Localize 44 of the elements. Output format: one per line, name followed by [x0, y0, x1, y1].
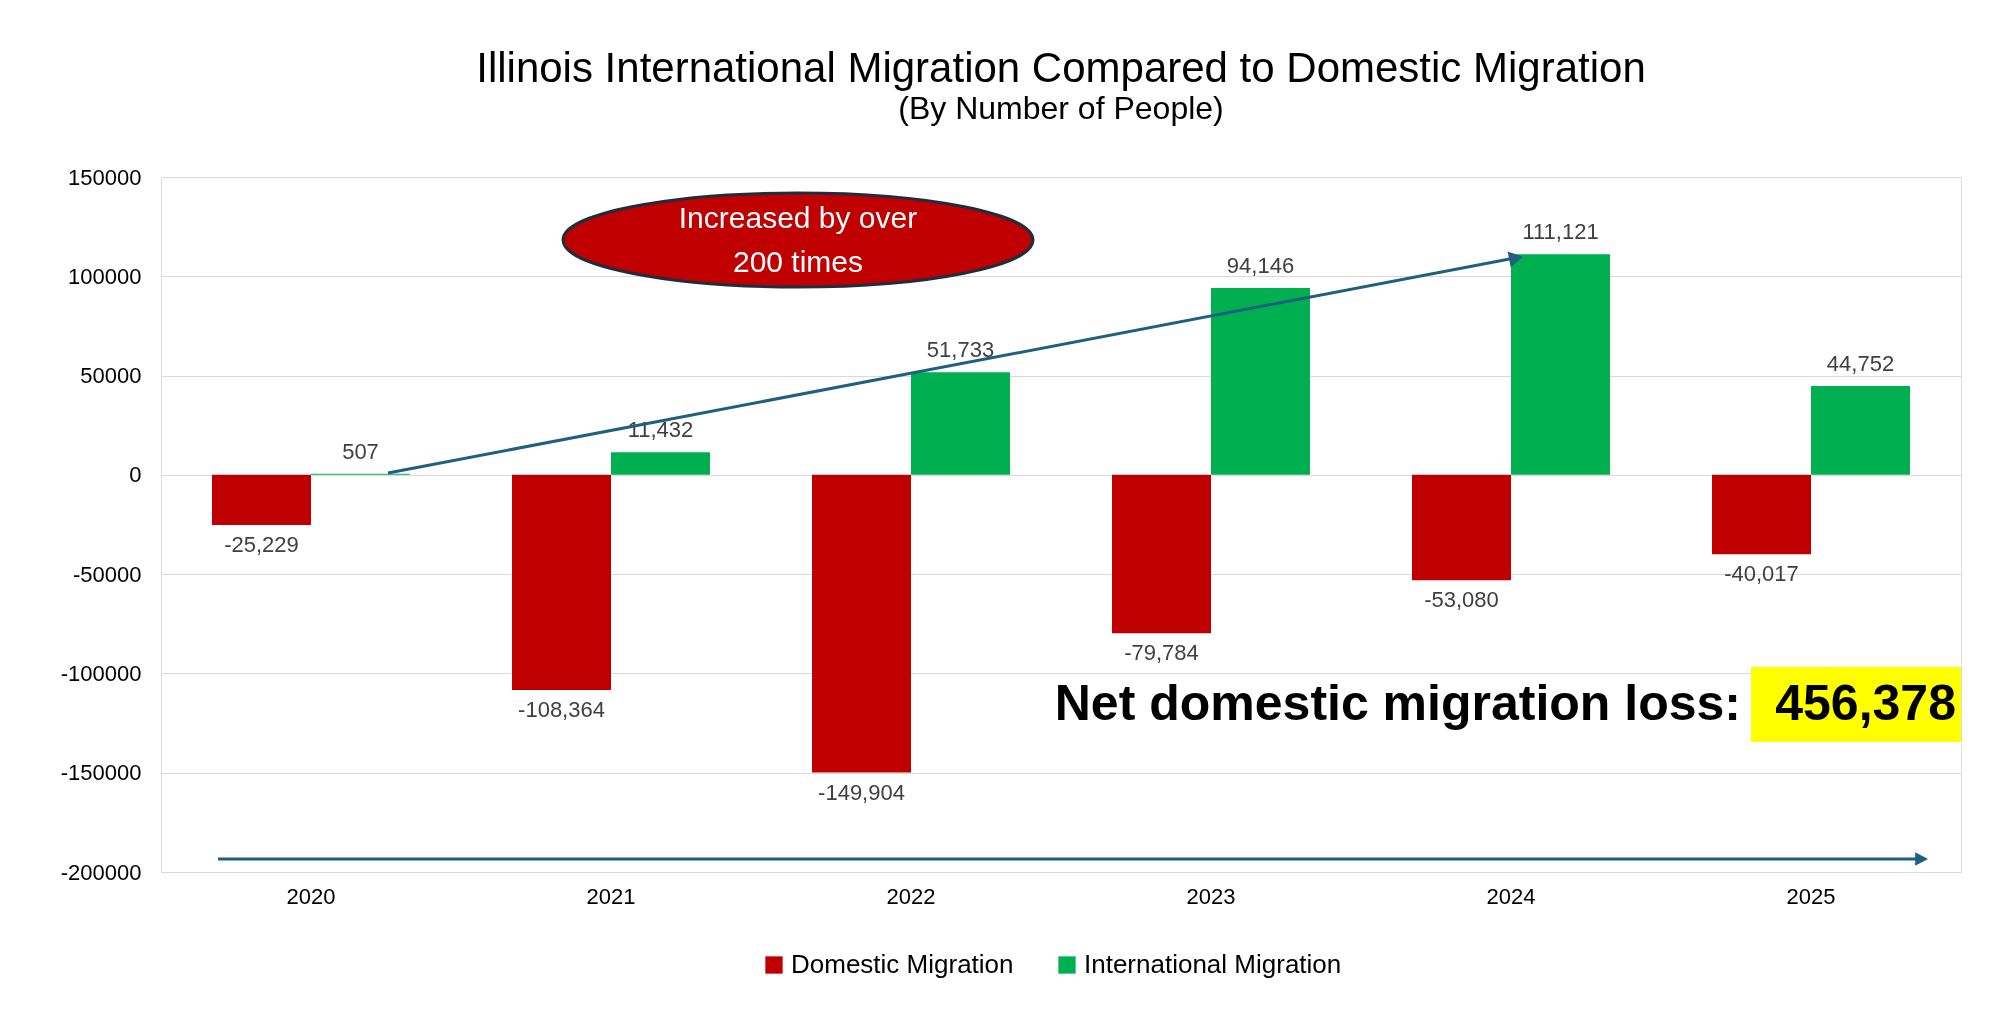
- y-tick-label: 50000: [80, 363, 142, 389]
- data-label: -108,364: [518, 697, 605, 723]
- x-tick-label: 2025: [1786, 883, 1836, 909]
- data-label: -53,080: [1424, 587, 1499, 613]
- bar: [812, 474, 911, 773]
- annotation: 456,378: [1775, 675, 1956, 731]
- bar: [1112, 474, 1211, 634]
- data-label: -149,904: [818, 779, 905, 805]
- legend-label: Domestic Migration: [791, 949, 1014, 979]
- annotation: Net domestic migration loss:: [1054, 675, 1741, 731]
- data-label: 11,432: [627, 417, 694, 443]
- x-tick-label: 2023: [1186, 883, 1236, 909]
- y-tick-label: -150000: [60, 760, 142, 786]
- x-tick-label: 2020: [286, 883, 336, 909]
- data-label: 94,146: [1226, 252, 1295, 278]
- bar: [611, 452, 710, 475]
- chart-subtitle: (By Number of People): [898, 90, 1224, 126]
- annotation: Increased by over 200 times: [678, 201, 918, 278]
- bar: [512, 474, 611, 691]
- bar: [1511, 254, 1610, 475]
- bar: [911, 372, 1010, 475]
- bar: [1712, 474, 1811, 555]
- x-tick-label: 2024: [1486, 883, 1536, 909]
- data-label: -79,784: [1124, 640, 1199, 666]
- bar: [1211, 287, 1310, 475]
- y-tick-label: 100000: [68, 263, 142, 289]
- data-label: 44,752: [1826, 350, 1895, 376]
- data-label: 111,121: [1522, 219, 1599, 245]
- y-tick-label: -100000: [60, 660, 142, 686]
- y-tick-label: -50000: [72, 561, 142, 587]
- y-tick-label: -200000: [60, 859, 142, 885]
- data-label: 51,733: [926, 337, 995, 363]
- legend-label: International Migration: [1084, 949, 1342, 979]
- bar: [1811, 385, 1910, 475]
- bar: [212, 474, 311, 525]
- y-tick-label: 0: [129, 462, 142, 488]
- data-label: -40,017: [1724, 561, 1799, 587]
- x-tick-label: 2021: [586, 883, 636, 909]
- data-label: -25,229: [224, 531, 299, 557]
- y-tick-label: 150000: [68, 164, 142, 190]
- data-label: 507: [342, 438, 379, 464]
- x-tick-label: 2022: [886, 883, 936, 909]
- bar: [1412, 474, 1511, 581]
- chart-title: Illinois International Migration Compared to Domestic Migration: [476, 44, 1646, 91]
